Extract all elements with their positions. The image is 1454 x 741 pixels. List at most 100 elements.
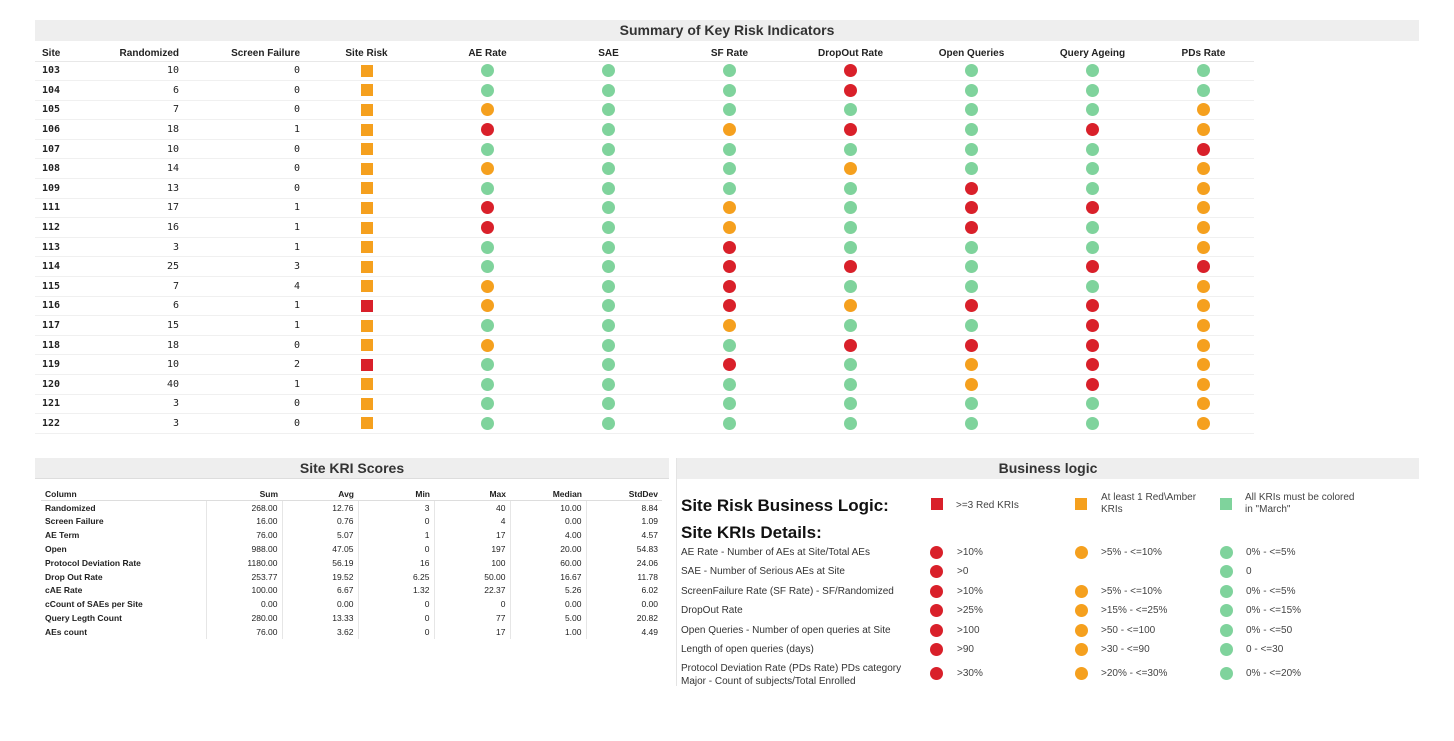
site-risk-cell <box>306 61 427 82</box>
table-row[interactable]: 118 18 0 <box>35 335 1254 356</box>
scores-name-cell: AE Term <box>41 528 207 543</box>
site-cell: 103 <box>35 61 75 82</box>
table-row[interactable]: 109 13 0 <box>35 178 1254 199</box>
table-row[interactable]: Protocol Deviation Rate 1180.00 56.19 16 100… <box>41 555 662 570</box>
scores-name-cell: Randomized <box>41 500 207 515</box>
col-header-sae[interactable]: SAE <box>548 46 669 62</box>
dropout-rate-cell <box>790 100 911 121</box>
scores-max-cell: 40 <box>434 500 511 515</box>
sae-status-dot-icon <box>602 319 615 333</box>
scores-stddev-cell: 0.00 <box>641 599 658 610</box>
col-header-pds-rate[interactable]: PDs Rate <box>1153 46 1254 62</box>
table-row[interactable]: 105 7 0 <box>35 100 1254 121</box>
logic-title: Business logic <box>677 458 1419 479</box>
table-row[interactable]: Screen Failure 16.00 0.76 0 4 0.00 1.09 <box>41 514 662 529</box>
kri-amber-threshold: >5% - <=10% <box>1101 586 1162 597</box>
table-row[interactable]: 115 7 4 <box>35 276 1254 297</box>
sf-rate-status-dot-icon <box>723 260 736 274</box>
pds-rate-cell <box>1153 276 1254 297</box>
table-row[interactable]: 108 14 0 <box>35 158 1254 180</box>
sf-rate-cell <box>669 394 790 415</box>
table-row[interactable]: 121 3 0 <box>35 394 1254 415</box>
sf-rate-cell <box>669 413 790 434</box>
table-row[interactable]: 114 25 3 <box>35 256 1254 278</box>
scores-col-min[interactable]: Min <box>358 487 434 502</box>
table-row[interactable]: 120 40 1 <box>35 374 1254 395</box>
sae-cell <box>548 217 669 238</box>
table-row[interactable]: 104 6 0 <box>35 80 1254 101</box>
sae-status-dot-icon <box>602 377 615 391</box>
site-risk-logic-heading: Site Risk Business Logic: <box>681 496 889 515</box>
table-row[interactable]: AEs count 76.00 3.62 0 17 1.00 4.49 <box>41 624 662 639</box>
site-risk-cell <box>306 237 427 258</box>
site-cell: 122 <box>35 413 75 434</box>
table-row[interactable]: 107 10 0 <box>35 139 1254 160</box>
sf-rate-status-dot-icon <box>723 416 736 430</box>
open-queries-status-dot-icon <box>965 416 978 430</box>
table-row[interactable]: Open 988.00 47.05 0 197 20.00 54.83 <box>41 542 662 556</box>
kri-detail-label: Length of open queries (days) <box>681 644 814 655</box>
pds-rate-status-dot-icon <box>1197 83 1210 97</box>
scores-col-avg[interactable]: Avg <box>282 487 358 502</box>
scores-col-sum[interactable]: Sum <box>206 487 282 502</box>
scores-col-stddev[interactable]: StdDev <box>586 487 662 502</box>
table-row[interactable]: Randomized 268.00 12.76 3 40 10.00 8.84 <box>41 500 662 515</box>
table-row[interactable]: cCount of SAEs per Site 0.00 0.00 0 0 0.00 0.0… <box>41 597 662 612</box>
col-header-sf-rate[interactable]: SF Rate <box>669 46 790 62</box>
red-dot-icon <box>930 624 943 637</box>
dropout-rate-status-dot-icon <box>844 377 857 391</box>
dropout-rate-cell <box>790 276 911 297</box>
col-header-open-queries[interactable]: Open Queries <box>911 46 1032 62</box>
sae-status-dot-icon <box>602 279 615 293</box>
col-header-query-ageing[interactable]: Query Ageing <box>1032 46 1153 62</box>
table-row[interactable]: 116 6 1 <box>35 296 1254 317</box>
kri-red-threshold: >10% <box>957 547 983 558</box>
amber-square-icon <box>1075 498 1087 510</box>
table-row[interactable]: cAE Rate 100.00 6.67 1.32 22.37 5.26 6.02 <box>41 583 662 598</box>
site-kri-details-heading: Site KRIs Details: <box>681 523 822 542</box>
table-row[interactable]: 113 3 1 <box>35 237 1254 258</box>
table-row[interactable]: 112 16 1 <box>35 217 1254 238</box>
table-row[interactable]: 117 15 1 <box>35 315 1254 336</box>
site-risk-cell <box>306 158 427 180</box>
scores-col-max[interactable]: Max <box>434 487 510 502</box>
pds-rate-cell <box>1153 335 1254 356</box>
ae-rate-cell <box>427 61 548 82</box>
query-ageing-status-dot-icon <box>1086 358 1099 372</box>
pds-rate-cell <box>1153 237 1254 258</box>
table-row[interactable]: 106 18 1 <box>35 119 1254 140</box>
col-header-site[interactable]: Site <box>35 46 75 62</box>
ae-rate-status-dot-icon <box>481 162 494 176</box>
open-queries-status-dot-icon <box>965 201 978 215</box>
table-row[interactable]: Query Legth Count 280.00 13.33 0 77 5.00 20.82 <box>41 611 662 625</box>
ae-rate-cell <box>427 139 548 160</box>
scores-col-median[interactable]: Median <box>510 487 586 502</box>
table-row[interactable]: Drop Out Rate 253.77 19.52 6.25 50.00 16.67 11… <box>41 569 662 584</box>
open-queries-cell <box>911 394 1032 415</box>
sae-status-dot-icon <box>602 260 615 274</box>
sae-status-dot-icon <box>602 299 615 313</box>
table-row[interactable]: 119 10 2 <box>35 354 1254 375</box>
table-row[interactable]: 103 10 0 <box>35 61 1254 82</box>
scores-stddev-cell: 20.82 <box>636 613 658 624</box>
sae-cell <box>548 100 669 121</box>
col-header-dropout-rate[interactable]: DropOut Rate <box>790 46 911 62</box>
pds-rate-cell <box>1153 394 1254 415</box>
site-risk-cell <box>306 374 427 395</box>
scores-col-column[interactable]: Column <box>41 487 206 502</box>
table-row[interactable]: 122 3 0 <box>35 413 1254 434</box>
table-row[interactable]: 111 17 1 <box>35 198 1254 219</box>
col-header-randomized[interactable]: Randomized <box>75 46 185 62</box>
site-cell: 116 <box>35 296 75 317</box>
col-header-ae-rate[interactable]: AE Rate <box>427 46 548 62</box>
pds-rate-status-dot-icon <box>1197 181 1210 195</box>
screen-failure-cell: 0 <box>185 139 306 160</box>
randomized-cell: 25 <box>75 256 185 278</box>
table-row[interactable]: AE Term 76.00 5.07 1 17 4.00 4.57 <box>41 528 662 543</box>
site-risk-square-icon <box>360 103 373 116</box>
risk-legend-amber-text: At least 1 Red\Amber KRIs <box>1101 492 1197 515</box>
col-header-site-risk[interactable]: Site Risk <box>306 46 427 62</box>
sf-rate-status-dot-icon <box>723 377 736 391</box>
scores-sum-cell: 100.00 <box>206 583 283 598</box>
col-header-screen-failure[interactable]: Screen Failure <box>185 46 306 62</box>
